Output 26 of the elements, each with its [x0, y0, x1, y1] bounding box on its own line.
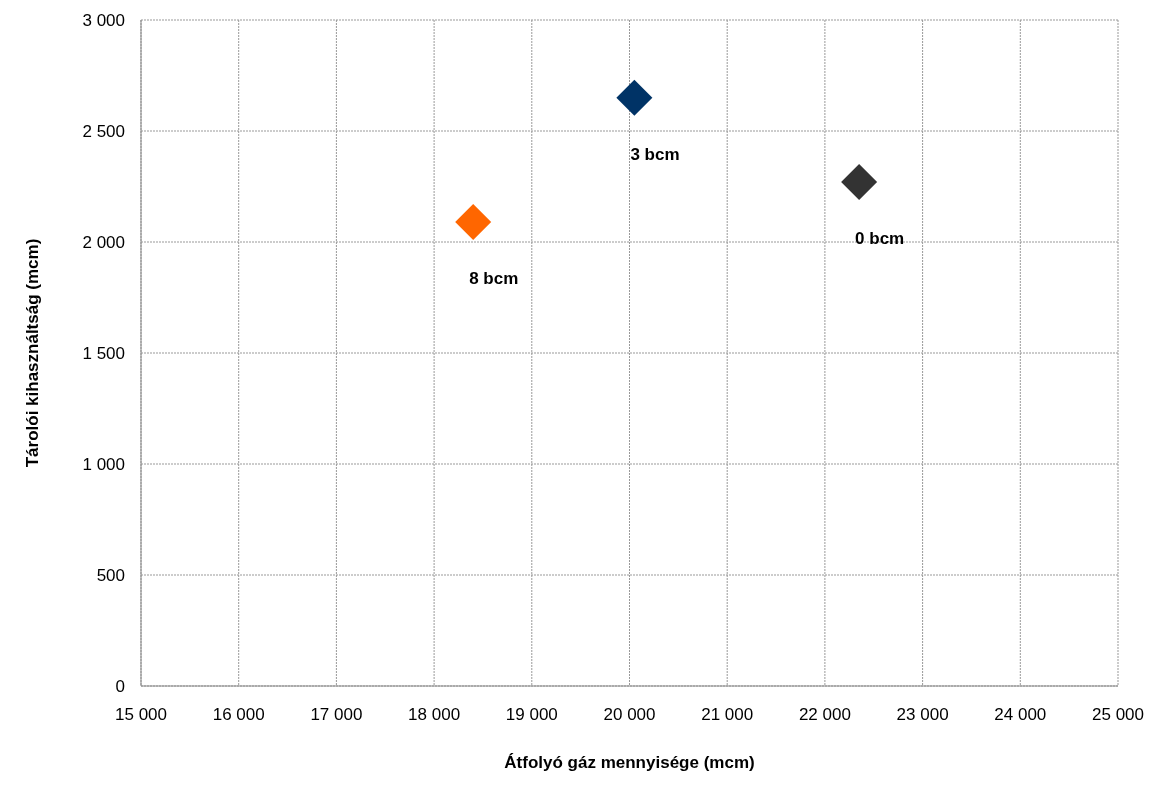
annotation: 0 bcm: [855, 229, 905, 249]
annotation: 3 bcm: [630, 144, 680, 164]
x-axis-title: Átfolyó gáz mennyisége (mcm): [504, 753, 755, 772]
point: [616, 79, 653, 116]
x-tick-label: 23 000: [896, 705, 949, 725]
annotation: 8 bcm: [469, 269, 519, 289]
y-tick-label: 1 500: [82, 344, 125, 364]
point: [841, 164, 878, 201]
y-axis-title: Tárolói kihasználtság (mcm): [23, 238, 43, 468]
y-tick-label: 2 000: [82, 233, 125, 253]
x-tick-label: 15 000: [115, 705, 167, 725]
x-tick-label: 25 000: [1092, 705, 1144, 725]
y-tick-label: 2 500: [82, 122, 125, 142]
x-tick-label: 16 000: [212, 705, 265, 725]
y-tick-label: 3 000: [82, 11, 125, 31]
x-tick-label: 21 000: [701, 705, 754, 725]
point: [455, 204, 492, 241]
x-tick-label: 19 000: [505, 705, 558, 725]
x-tick-label: 22 000: [798, 705, 851, 725]
x-tick-label: 17 000: [310, 705, 363, 725]
y-tick-label: 500: [96, 566, 125, 586]
x-tick-label: 20 000: [603, 705, 656, 725]
x-tick-label: 24 000: [994, 705, 1047, 725]
y-tick-label: 1 000: [82, 455, 125, 475]
x-tick-label: 18 000: [408, 705, 461, 725]
y-tick-label: 0: [115, 677, 125, 697]
